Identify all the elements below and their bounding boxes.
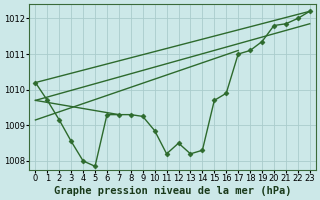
X-axis label: Graphe pression niveau de la mer (hPa): Graphe pression niveau de la mer (hPa): [54, 186, 291, 196]
